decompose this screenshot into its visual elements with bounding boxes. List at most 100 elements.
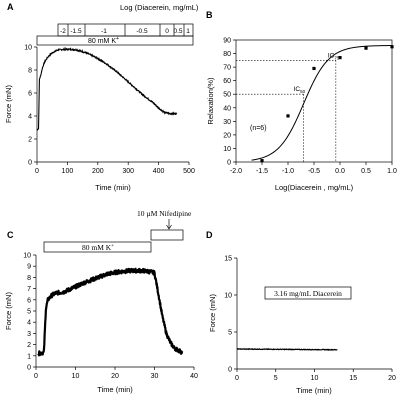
y-tick-label: 60 [223, 78, 231, 85]
x-tick-label: -1.5 [256, 168, 268, 175]
panel-b-ic75-label: IC75 [328, 52, 340, 60]
panel-c-xlabel: Time (min) [97, 385, 133, 394]
y-tick-label: 80 [223, 51, 231, 58]
data-point [260, 159, 264, 163]
panel-a-xlabel: Time (min) [95, 183, 131, 192]
y-tick-label: 9 [27, 264, 31, 271]
y-tick-label: 90 [223, 38, 231, 45]
y-tick-label: 70 [223, 65, 231, 72]
panel-label-b: B [206, 10, 213, 20]
x-tick-label: 200 [92, 168, 104, 175]
y-tick-label: 0 [227, 160, 231, 167]
x-tick-label: 20 [111, 373, 119, 380]
x-tick-label: 0 [35, 168, 39, 175]
x-tick-label: 400 [153, 168, 165, 175]
dose-label: 0.5 [173, 28, 182, 35]
y-tick-label: 4 [28, 114, 32, 121]
panel-a-ylabel: Force (mN) [4, 85, 13, 123]
panel-c-chart: 80 mM K+ 10 µM Nifedipine 0 10 20 30 40 0 1 2 3 4… [4, 209, 198, 394]
y-tick-label: 2 [28, 137, 32, 144]
y-tick-label: 10 [24, 45, 32, 52]
panel-c-nifedipine-box [150, 229, 184, 241]
y-tick-label: 7 [27, 286, 31, 293]
y-tick-label: 0 [28, 160, 32, 167]
panel-a-dose-bar: -2 -1.5 -1 -0.5 0 0.5 1 [57, 23, 194, 37]
panel-a-chart: Log (Diacerein, mg/mL) -2 -1.5 -1 -0.5 0 0.5 1… [4, 3, 199, 192]
panel-b-ic-lines [236, 60, 337, 162]
x-tick-label: -1.0 [282, 168, 294, 175]
panel-d-label-box [264, 286, 352, 300]
panel-d-trace [236, 347, 338, 351]
panel-c-trace [37, 267, 184, 357]
y-tick-label: 3 [27, 331, 31, 338]
panel-a-top-label: Log (Diacerein, mg/mL) [120, 3, 199, 12]
y-tick-label: 50 [223, 92, 231, 99]
y-tick-label: 8 [27, 275, 31, 282]
y-tick-label: 30 [223, 119, 231, 126]
panel-c-ticks: 0 10 20 30 40 0 1 2 3 4 5 6 7 8 9 10 [23, 253, 198, 381]
data-point [286, 114, 290, 118]
panel-d-xlabel: Time (min) [296, 386, 332, 395]
panel-a-ticks: 0 100 200 300 400 500 0 2 4 6 8 10 [24, 45, 195, 176]
y-tick-label: 6 [27, 297, 31, 304]
panel-b-xlabel: Log(Diacerein , mg/mL) [275, 183, 354, 192]
x-tick-label: 500 [183, 168, 195, 175]
y-tick-label: 20 [223, 132, 231, 139]
x-tick-label: 10 [72, 373, 80, 380]
y-tick-label: 10 [23, 253, 31, 260]
data-point [390, 45, 394, 49]
panel-c-kplus-box [43, 241, 152, 253]
dose-label: -0.5 [136, 28, 148, 35]
x-tick-label: 1.0 [387, 168, 397, 175]
dose-label: -2 [60, 28, 66, 35]
panel-d-chart: 0 5 10 15 20 0 5 10 15 3.16 mg/mL Diacerein Time… [208, 256, 396, 396]
panel-a-kplus-box [36, 35, 194, 46]
panel-label-d: D [206, 230, 213, 240]
panel-b-fit-curve [251, 45, 393, 161]
panel-a-kplus-label: 80 mM K+ [88, 36, 119, 45]
panel-a-trace [36, 46, 178, 131]
data-point [364, 46, 368, 50]
y-tick-label: 15 [224, 256, 232, 263]
y-tick-label: 10 [223, 146, 231, 153]
data-point [312, 66, 316, 71]
dose-label: -1.5 [70, 28, 82, 35]
dose-label: 0 [165, 28, 169, 35]
panel-c-arrow-head-icon [166, 224, 172, 230]
x-tick-label: 20 [388, 375, 396, 382]
y-tick-label: 6 [28, 91, 32, 98]
y-tick-label: 4 [27, 320, 31, 327]
x-tick-label: 100 [62, 168, 74, 175]
panel-b-n-label: (n=6) [250, 125, 267, 132]
panel-d-ylabel: Force (mN) [208, 294, 217, 332]
panel-b-ic50-label: IC50 [294, 86, 306, 94]
x-tick-label: 5 [274, 375, 278, 382]
x-tick-label: 300 [122, 168, 134, 175]
data-point [338, 56, 342, 60]
panel-label-a: A [7, 2, 14, 12]
y-tick-label: 2 [27, 342, 31, 349]
x-tick-label: 0 [235, 375, 239, 382]
y-tick-label: 5 [27, 309, 31, 316]
panel-d-box-label: 3.16 mg/mL Diacerein [274, 289, 342, 298]
x-tick-label: -2.0 [230, 168, 242, 175]
y-tick-label: 8 [28, 68, 32, 75]
panel-c-ylabel: Force (mN) [4, 292, 13, 330]
x-tick-label: -0.5 [308, 168, 320, 175]
y-tick-label: 0 [228, 367, 232, 374]
panel-b-ticks: -2.0 -1.5 -1.0 -0.5 0.0 0.5 1.0 0 10 20 30 40 50 60 70… [223, 38, 397, 176]
panel-label-c: C [7, 230, 14, 240]
panel-c-kplus-label: 80 mM K+ [82, 243, 114, 252]
x-tick-label: 0.5 [361, 168, 371, 175]
x-tick-label: 30 [151, 373, 159, 380]
panel-b-frame [235, 39, 393, 163]
x-tick-label: 10 [311, 375, 319, 382]
x-tick-label: 15 [349, 375, 357, 382]
y-tick-label: 1 [27, 353, 31, 360]
y-tick-label: 10 [224, 293, 232, 300]
panel-b-ylabel: Relaxation(%) [206, 77, 215, 125]
y-tick-label: 5 [228, 330, 232, 337]
panel-d-ticks: 0 5 10 15 20 0 5 10 15 [224, 256, 396, 383]
panel-b-chart: -2.0 -1.5 -1.0 -0.5 0.0 0.5 1.0 0 10 20 30 40 50 60 70… [206, 38, 397, 193]
